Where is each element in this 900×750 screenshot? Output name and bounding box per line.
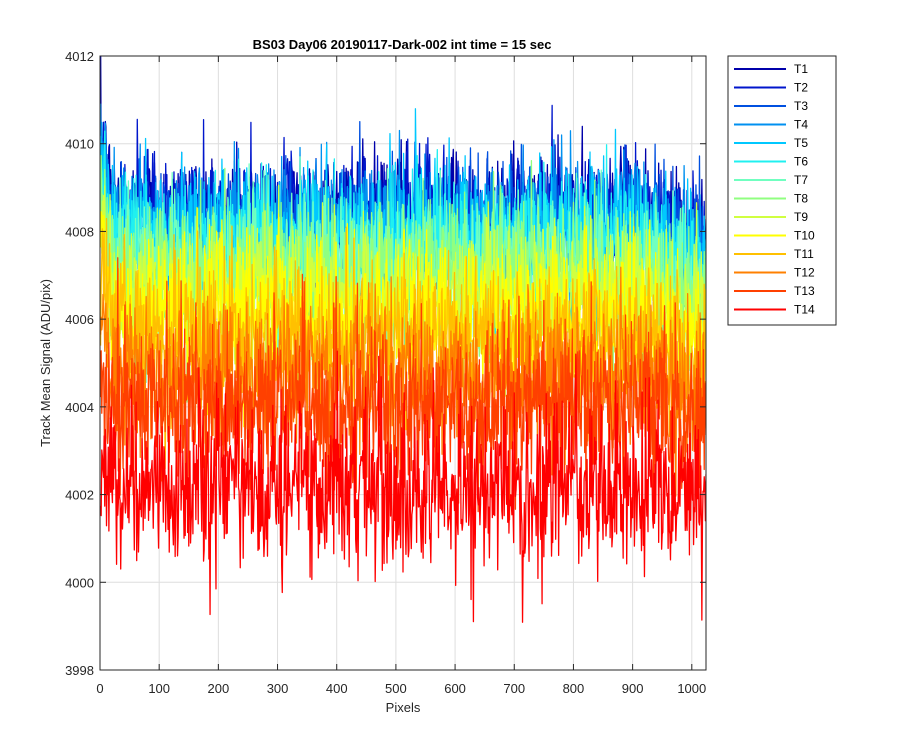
x-tick-label: 800: [563, 681, 585, 696]
legend: T1 T2 T3 T4 T5 T6 T7 T8 T9 T10 T11 T12 T13 T14: [727, 55, 837, 326]
legend-label-t13: T13: [794, 284, 815, 298]
x-tick-label: 700: [503, 681, 525, 696]
x-tick-label: 500: [385, 681, 407, 696]
y-tick-label: 4000: [65, 575, 94, 590]
series-line-t14: [100, 350, 706, 623]
legend-label-t4: T4: [794, 118, 808, 132]
y-tick-label: 3998: [65, 663, 94, 678]
legend-label-t5: T5: [794, 136, 808, 150]
legend-box: [727, 55, 837, 326]
x-tick-label: 200: [208, 681, 230, 696]
x-tick-label: 600: [444, 681, 466, 696]
x-tick-label: 0: [96, 681, 103, 696]
legend-label-t2: T2: [794, 81, 808, 95]
y-tick-label: 4006: [65, 312, 94, 327]
y-tick-label: 4002: [65, 488, 94, 503]
y-tick-label: 4008: [65, 224, 94, 239]
legend-label-t1: T1: [794, 62, 808, 76]
y-tick-label: 4012: [65, 49, 94, 64]
legend-label-t7: T7: [794, 173, 808, 187]
x-tick-label: 100: [148, 681, 170, 696]
plot-frame: [99, 55, 707, 671]
legend-label-t9: T9: [794, 210, 808, 224]
legend-label-t8: T8: [794, 192, 808, 206]
x-tick-label: 300: [267, 681, 289, 696]
series-lines: [100, 56, 706, 623]
legend-label-t14: T14: [794, 303, 815, 317]
x-tick-label: 900: [622, 681, 644, 696]
y-tick-label: 4004: [65, 400, 94, 415]
series-line-t12: [100, 266, 706, 497]
legend-label-t11: T11: [794, 247, 814, 261]
y-tick-label: 4010: [65, 137, 94, 152]
legend-label-t6: T6: [794, 155, 808, 169]
x-tick-label: 1000: [677, 681, 706, 696]
x-axis-label: Pixels: [386, 700, 421, 715]
chart-title: BS03 Day06 20190117-Dark-002 int time = …: [253, 37, 552, 52]
legend-label-t12: T12: [794, 266, 815, 280]
y-axis-label: Track Mean Signal (ADU/pix): [38, 279, 53, 447]
axis-ticks: 0 100 200 300 400 500 600 700 800 900 1000 3998 4000…: [65, 49, 706, 696]
x-tick-label: 400: [326, 681, 348, 696]
legend-label-t3: T3: [794, 99, 808, 113]
legend-label-t10: T10: [794, 229, 815, 243]
